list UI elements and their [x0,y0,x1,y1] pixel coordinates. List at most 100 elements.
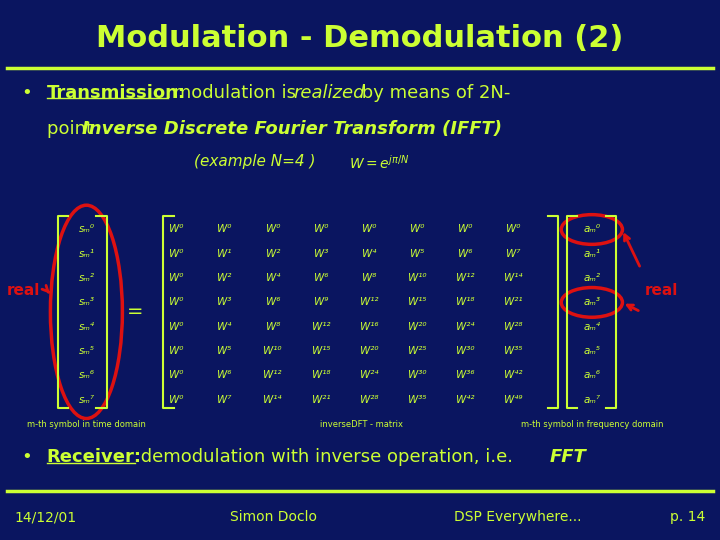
Text: W⁷: W⁷ [506,249,521,259]
Text: W⁰: W⁰ [169,346,184,356]
Text: W⁶: W⁶ [314,273,328,283]
Text: Simon Doclo: Simon Doclo [230,510,317,524]
Text: W⁸: W⁸ [362,273,376,283]
Text: W¹⁶: W¹⁶ [360,322,378,332]
Text: W²⁰: W²⁰ [408,322,426,332]
Text: Modulation - Demodulation (2): Modulation - Demodulation (2) [96,24,624,53]
Text: •: • [22,448,32,466]
Text: aₘ⁴: aₘ⁴ [583,322,600,332]
Text: W²⁸: W²⁸ [360,395,378,404]
Text: W⁴²: W⁴² [456,395,474,404]
Text: W⁵: W⁵ [410,249,424,259]
Text: W⁴: W⁴ [362,249,376,259]
Text: sₘ⁶: sₘ⁶ [78,370,94,380]
Text: W³: W³ [217,298,232,307]
Text: W⁶: W⁶ [266,298,280,307]
Text: =: = [127,302,143,321]
Text: sₘ³: sₘ³ [78,298,94,307]
Text: W¹: W¹ [217,249,232,259]
Text: W¹⁴: W¹⁴ [264,395,282,404]
Text: W⁰: W⁰ [169,273,184,283]
Text: $W = e^{j\pi/N}$: $W = e^{j\pi/N}$ [349,154,410,172]
Text: W⁴: W⁴ [217,322,232,332]
Text: W⁰: W⁰ [506,225,521,234]
Text: W¹⁵: W¹⁵ [408,298,426,307]
Text: W¹⁰: W¹⁰ [408,273,426,283]
Text: modulation is: modulation is [168,84,302,102]
Text: aₘ²: aₘ² [583,273,600,283]
Text: W³⁰: W³⁰ [456,346,474,356]
Text: W⁰: W⁰ [266,225,280,234]
Text: FFT: FFT [549,448,586,466]
Text: aₘ⁶: aₘ⁶ [583,370,600,380]
Text: W²⁰: W²⁰ [360,346,378,356]
Text: W²⁸: W²⁸ [504,322,523,332]
Text: sₘ⁴: sₘ⁴ [78,322,94,332]
Text: W¹⁵: W¹⁵ [312,346,330,356]
Text: W¹⁸: W¹⁸ [456,298,474,307]
Text: W²¹: W²¹ [312,395,330,404]
Text: Receiver:: Receiver: [47,448,142,466]
Text: W²⁴: W²⁴ [360,370,378,380]
Text: W⁶: W⁶ [458,249,472,259]
Text: W²: W² [266,249,280,259]
Text: W⁷: W⁷ [217,395,232,404]
Text: W⁴⁹: W⁴⁹ [504,395,523,404]
Text: W¹⁴: W¹⁴ [504,273,523,283]
Text: aₘ⁵: aₘ⁵ [583,346,600,356]
Text: point: point [47,120,99,138]
Text: W³⁶: W³⁶ [456,370,474,380]
Text: 14/12/01: 14/12/01 [14,510,76,524]
Text: W¹⁰: W¹⁰ [264,346,282,356]
Text: aₘ¹: aₘ¹ [583,249,600,259]
Text: sₘ⁵: sₘ⁵ [78,346,94,356]
Text: aₘ⁰: aₘ⁰ [583,225,600,234]
Text: W⁴²: W⁴² [504,370,523,380]
Text: W⁰: W⁰ [410,225,424,234]
Text: sₘ⁰: sₘ⁰ [78,225,94,234]
Text: (example N=4 ): (example N=4 ) [194,154,316,169]
Text: W³⁵: W³⁵ [408,395,426,404]
Text: W⁰: W⁰ [217,225,232,234]
Text: Transmission:: Transmission: [47,84,186,102]
Text: W²: W² [217,273,232,283]
Text: W⁶: W⁶ [217,370,232,380]
Text: W⁰: W⁰ [169,249,184,259]
Text: W²¹: W²¹ [504,298,523,307]
Text: real: real [644,283,678,298]
Text: W¹²: W¹² [312,322,330,332]
Text: W³⁰: W³⁰ [408,370,426,380]
Text: •: • [22,84,32,102]
Text: W⁸: W⁸ [266,322,280,332]
Text: W⁰: W⁰ [169,370,184,380]
Text: p. 14: p. 14 [670,510,706,524]
Text: W³⁵: W³⁵ [504,346,523,356]
Text: m-th symbol in time domain: m-th symbol in time domain [27,420,146,429]
Text: real: real [7,283,40,298]
Text: W⁰: W⁰ [458,225,472,234]
Text: W⁹: W⁹ [314,298,328,307]
Text: W³: W³ [314,249,328,259]
Text: sₘ⁷: sₘ⁷ [78,395,94,404]
Text: W⁰: W⁰ [362,225,376,234]
Text: W⁰: W⁰ [169,322,184,332]
Text: W¹²: W¹² [264,370,282,380]
Text: W¹²: W¹² [456,273,474,283]
Text: W²⁴: W²⁴ [456,322,474,332]
Text: sₘ¹: sₘ¹ [78,249,94,259]
Text: aₘ³: aₘ³ [583,298,600,307]
Text: sₘ²: sₘ² [78,273,94,283]
Text: inverseDFT - matrix: inverseDFT - matrix [320,420,403,429]
Text: demodulation with inverse operation, i.e.: demodulation with inverse operation, i.e… [135,448,519,466]
Text: W⁴: W⁴ [266,273,280,283]
Text: W¹⁸: W¹⁸ [312,370,330,380]
Text: W⁰: W⁰ [169,395,184,404]
Text: Inverse Discrete Fourier Transform (IFFT): Inverse Discrete Fourier Transform (IFFT… [82,120,502,138]
Text: DSP Everywhere...: DSP Everywhere... [454,510,581,524]
Text: W²⁵: W²⁵ [408,346,426,356]
Text: W⁵: W⁵ [217,346,232,356]
Text: W⁰: W⁰ [169,298,184,307]
Text: aₘ⁷: aₘ⁷ [583,395,600,404]
Text: W⁰: W⁰ [169,225,184,234]
Text: W⁰: W⁰ [314,225,328,234]
